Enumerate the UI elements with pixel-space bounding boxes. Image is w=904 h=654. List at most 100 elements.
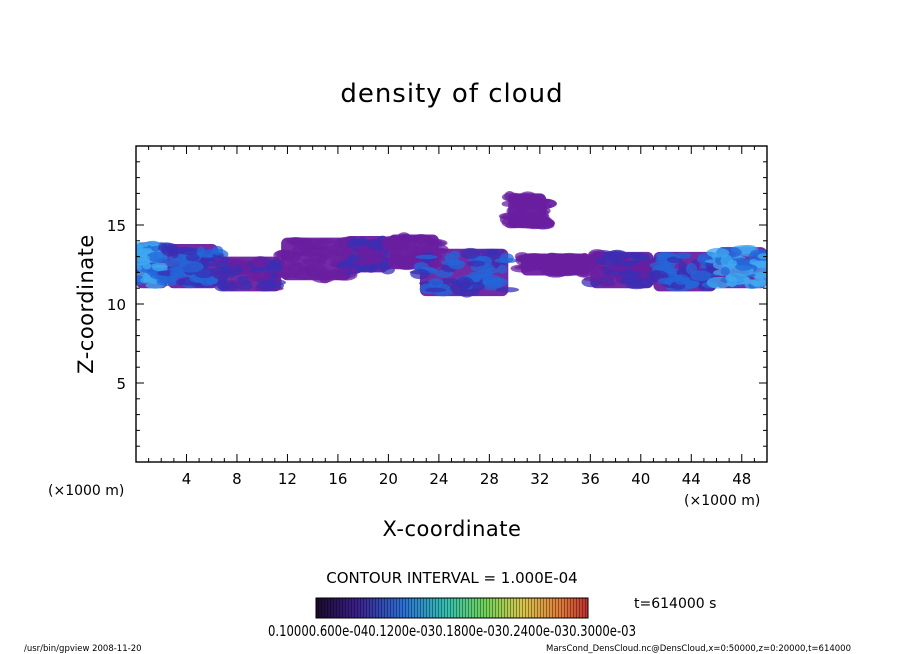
cloud-texture: [540, 207, 551, 215]
cloud-texture: [459, 288, 475, 298]
cloud-texture: [275, 250, 289, 258]
cloud-texture: [218, 275, 228, 287]
cloud-texture: [360, 249, 383, 257]
cloud-texture: [484, 271, 494, 277]
chart-title: density of cloud: [340, 79, 563, 109]
cloud-texture: [595, 256, 620, 265]
y-tick-label: 5: [116, 375, 126, 393]
cloud-texture: [521, 252, 547, 260]
cloud-texture: [725, 273, 748, 283]
x-tick-label: 36: [581, 470, 600, 488]
time-label: t=614000 s: [634, 596, 716, 612]
cloud-texture: [392, 254, 405, 262]
footer-right: MarsCond_DensCloud.nc@DensCloud,x=0:5000…: [546, 644, 851, 654]
cloud-texture: [136, 275, 145, 286]
cloud-texture: [424, 287, 447, 293]
cloud-texture: [428, 277, 444, 288]
x-tick-label: 12: [278, 470, 297, 488]
cloud-texture: [735, 262, 753, 271]
cloud-texture: [318, 272, 332, 284]
x-tick-label: 20: [379, 470, 398, 488]
cloud-texture: [583, 276, 604, 282]
cloud-texture: [494, 257, 518, 264]
cloud-texture: [246, 271, 273, 282]
cloud-texture: [495, 287, 520, 293]
y-tick-label: 15: [107, 217, 126, 235]
cloud-texture: [673, 274, 690, 285]
cloud-texture: [300, 245, 323, 257]
cloud-texture: [449, 250, 461, 261]
cloud-texture: [281, 265, 295, 270]
cloud-texture: [466, 260, 486, 267]
cloud-texture: [727, 259, 737, 267]
y-tick-label: 10: [107, 296, 126, 314]
cloud-texture: [593, 268, 609, 279]
cloud-texture: [416, 237, 435, 246]
x-unit-right: (×1000 m): [684, 493, 760, 509]
x-unit-left: (×1000 m): [48, 483, 124, 499]
x-tick-label: 44: [682, 470, 701, 488]
cloud-texture: [341, 247, 354, 253]
cloud-texture: [299, 238, 321, 246]
cloud-texture: [440, 259, 462, 266]
cloud-texture: [156, 277, 180, 287]
cloud-texture: [410, 268, 430, 280]
cloud-texture: [352, 259, 378, 266]
cloud-texture: [177, 247, 200, 255]
cloud-texture: [510, 264, 535, 273]
cloud-texture: [706, 247, 730, 258]
cloud-texture: [236, 275, 249, 285]
contour-interval: CONTOUR INTERVAL = 1.000E-04: [326, 569, 577, 587]
cloud-texture: [337, 266, 351, 273]
cloud-texture: [178, 261, 204, 273]
cloud-texture: [460, 247, 481, 260]
cloud-texture: [517, 205, 541, 216]
cloud-texture: [525, 218, 544, 230]
cloud-texture: [151, 245, 161, 252]
cloud-texture: [151, 264, 172, 272]
cloud-texture: [169, 271, 189, 279]
cloud-texture: [211, 245, 224, 256]
cloud-texture: [604, 273, 617, 280]
cloud-texture: [497, 264, 508, 274]
cloud-texture: [228, 257, 237, 270]
cloud-texture: [248, 265, 273, 274]
cloud-texture: [501, 216, 526, 229]
cloud-texture: [657, 277, 675, 285]
cloud-texture: [186, 253, 200, 262]
cloud-texture: [251, 256, 270, 268]
cloud-texture: [674, 252, 692, 259]
x-tick-labels: 4 8 12 16 20 24 28 32 36 40 44 48: [182, 470, 752, 488]
cloud-texture: [630, 265, 653, 273]
cloud-texture: [136, 254, 150, 263]
x-tick-label: 28: [480, 470, 499, 488]
cloud-texture: [519, 191, 537, 201]
cloud-texture: [757, 253, 767, 260]
cloud-texture: [509, 197, 523, 203]
cloud-texture: [633, 252, 642, 261]
cloud-texture: [720, 266, 730, 276]
x-tick-label: 24: [429, 470, 448, 488]
x-axis-label: X-coordinate: [383, 517, 522, 541]
cloud-texture: [303, 259, 326, 267]
cloud-texture: [383, 235, 398, 241]
cloud-texture: [752, 280, 764, 286]
cloud-texture: [210, 267, 229, 275]
cloud-texture: [651, 269, 661, 279]
cloud-texture: [440, 278, 459, 284]
cloud-texture: [753, 260, 767, 269]
cloud-texture: [685, 263, 698, 275]
cloud-texture: [279, 271, 291, 280]
cloud-texture: [318, 238, 334, 245]
cloud-texture: [600, 280, 616, 287]
cloud-texture: [415, 254, 438, 260]
cloud-texture: [136, 242, 149, 249]
x-tick-label: 4: [182, 470, 192, 488]
cloud-texture: [456, 276, 474, 289]
cloud-texture: [158, 242, 179, 254]
cloud-texture: [690, 270, 712, 282]
footer-left: /usr/bin/gpview 2008-11-20: [24, 644, 142, 654]
cloud-texture: [327, 249, 345, 255]
y-tick-labels: 5 10 15: [107, 217, 126, 393]
